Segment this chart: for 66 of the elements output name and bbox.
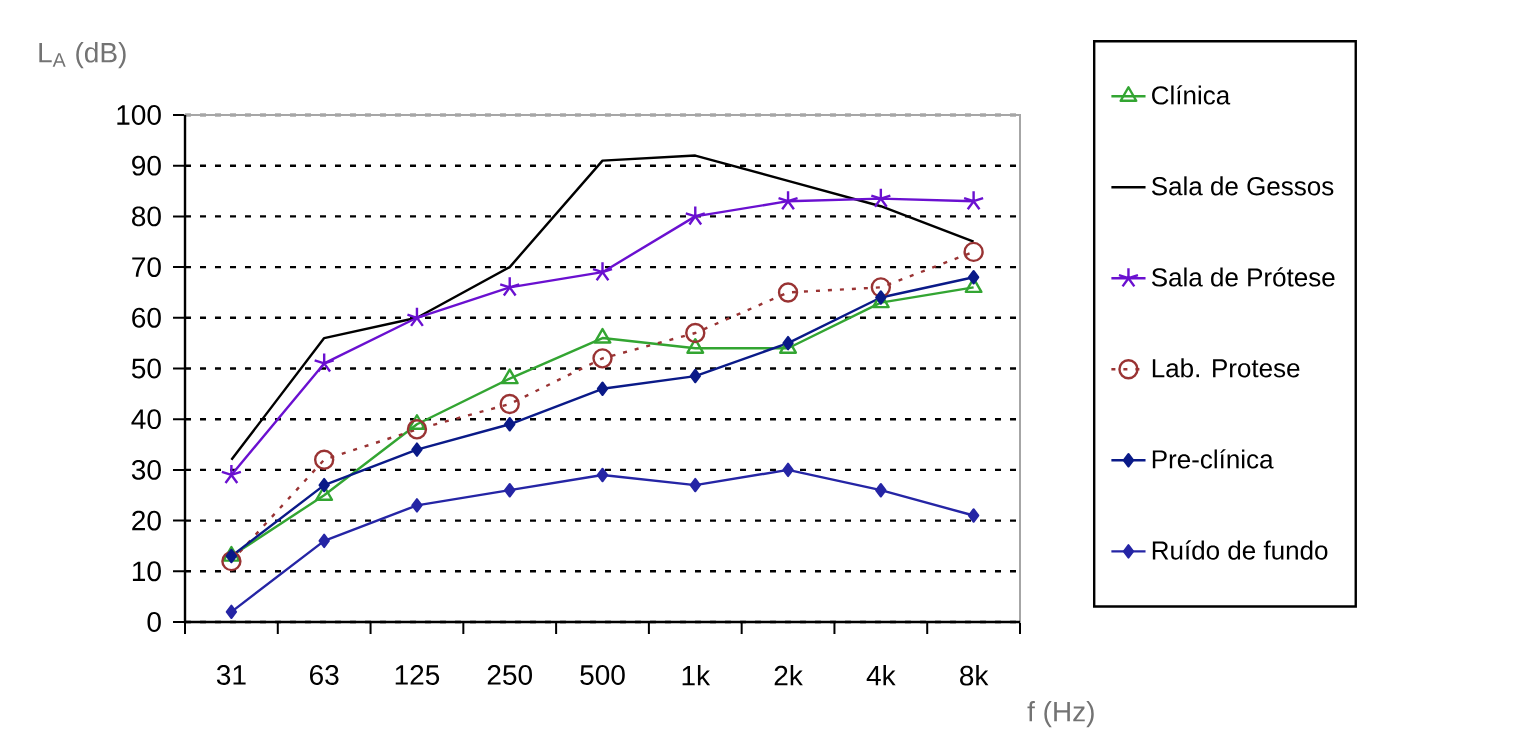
- x-tick-label: 63: [310, 665, 339, 685]
- x-tick-label: 4k: [866, 665, 896, 686]
- y-tick-label: 70: [132, 257, 161, 278]
- y-tick-label: 50: [131, 358, 161, 379]
- y-tick-label: 100: [117, 105, 161, 125]
- point: [318, 533, 330, 549]
- x-axis-title: f (Hz): [1027, 701, 1094, 728]
- x-tick-label: 31: [216, 665, 246, 685]
- point: [782, 462, 794, 478]
- point: [686, 338, 705, 354]
- legend-label: Pre-clínica: [1152, 449, 1274, 469]
- point: [596, 467, 609, 483]
- x-tick-label: 8k: [960, 665, 989, 686]
- point: [685, 322, 706, 344]
- point: [504, 417, 516, 432]
- legend-label: Clínica: [1152, 85, 1231, 105]
- y-tick-label: 10: [132, 561, 161, 582]
- y-tick-label: 40: [131, 409, 161, 430]
- y-axis-title: L$_{A}$ (dB): [39, 42, 126, 69]
- point: [318, 477, 330, 493]
- point: [777, 189, 799, 211]
- point: [592, 348, 613, 369]
- point: [313, 352, 335, 373]
- line-series: [230, 154, 975, 461]
- point: [777, 282, 799, 303]
- point: [689, 477, 701, 493]
- legend-label: Lab. Protese: [1152, 358, 1300, 378]
- y-tick-label: 90: [132, 155, 161, 176]
- legend-label: Sala de Gessos: [1151, 176, 1334, 196]
- point: [499, 393, 520, 415]
- point: [596, 381, 609, 396]
- legend-label: Sala de Prótese: [1151, 267, 1335, 287]
- point: [593, 327, 612, 344]
- point: [967, 508, 980, 523]
- y-tick-label: 20: [132, 510, 161, 531]
- y-tick-label: 60: [132, 307, 161, 328]
- point: [782, 335, 794, 351]
- point: [500, 368, 519, 385]
- x-tick-label: 250: [487, 665, 532, 685]
- point: [499, 276, 521, 297]
- point: [870, 187, 892, 208]
- point: [407, 414, 426, 430]
- point: [221, 550, 242, 572]
- point: [875, 482, 887, 498]
- point: [684, 205, 706, 226]
- point: [411, 442, 423, 457]
- point: [963, 241, 984, 263]
- point: [870, 277, 892, 298]
- legend-label: Ruído de fundo: [1152, 540, 1328, 560]
- x-tick-label: 125: [395, 665, 440, 685]
- x-tick-label: 500: [580, 665, 625, 685]
- point: [411, 498, 423, 513]
- x-tick-label: 2k: [774, 665, 803, 686]
- x-tick-label: 1k: [682, 665, 711, 686]
- point: [313, 449, 335, 470]
- point: [504, 482, 516, 498]
- y-tick-label: 30: [131, 459, 161, 480]
- y-tick-label: 0: [147, 612, 161, 632]
- point: [406, 419, 428, 440]
- point: [689, 368, 701, 384]
- point: [591, 260, 614, 282]
- point: [875, 290, 887, 305]
- point: [406, 306, 428, 328]
- point: [225, 604, 238, 620]
- point: [967, 270, 980, 285]
- y-tick-label: 80: [132, 206, 161, 227]
